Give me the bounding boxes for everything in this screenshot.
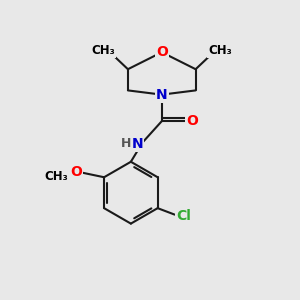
Text: CH₃: CH₃ (208, 44, 232, 57)
Text: Cl: Cl (176, 209, 191, 223)
Text: O: O (70, 165, 82, 179)
Text: N: N (131, 137, 143, 151)
Text: CH₃: CH₃ (92, 44, 116, 57)
Text: O: O (156, 45, 168, 59)
Text: H: H (121, 137, 132, 150)
Text: O: O (187, 114, 198, 128)
Text: CH₃: CH₃ (44, 170, 68, 183)
Text: N: N (156, 88, 168, 102)
